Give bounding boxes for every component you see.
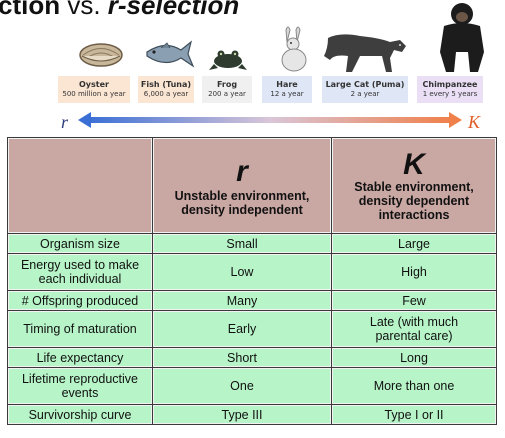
animal-rate: 12 a year xyxy=(270,90,304,98)
table-row: Timing of maturation Early Late (with mu… xyxy=(8,311,496,347)
k-value: Late (with much parental care) xyxy=(332,311,496,347)
title-part1: ction xyxy=(0,0,61,20)
clam-icon xyxy=(79,43,123,67)
animal-name: Oyster xyxy=(79,80,109,89)
r-value: Short xyxy=(153,348,331,367)
r-value: Low xyxy=(153,254,331,290)
title-vs: vs. xyxy=(60,0,108,20)
rabbit-icon xyxy=(281,26,307,72)
r-value: Many xyxy=(153,291,331,310)
header-empty-cell xyxy=(8,138,152,233)
animal-rate: 1 every 5 years xyxy=(422,90,478,98)
k-value: High xyxy=(332,254,496,290)
row-label: Survivorship curve xyxy=(8,405,152,424)
k-value: More than one xyxy=(332,368,496,404)
comparison-table: r Unstable environment, density independ… xyxy=(7,137,497,425)
k-value: Long xyxy=(332,348,496,367)
r-value: One xyxy=(153,368,331,404)
animal-name: Large Cat (Puma) xyxy=(325,80,405,89)
animal-rate: 2 a year xyxy=(350,90,380,98)
table-row: Organism size Small Large xyxy=(8,234,496,253)
row-label: Timing of maturation xyxy=(8,311,152,347)
scale-box-frog: Frog 200 a year xyxy=(202,76,252,103)
page-title: ction vs. r-selection xyxy=(0,0,239,21)
chimpanzee-icon xyxy=(440,3,484,72)
animal-name: Fish (Tuna) xyxy=(140,80,192,89)
table-row: Life expectancy Short Long xyxy=(8,348,496,367)
scale-box-hare: Hare 12 a year xyxy=(262,76,312,103)
scale-r-label: r xyxy=(61,112,69,132)
k-value: Large xyxy=(332,234,496,253)
frog-icon xyxy=(209,50,247,70)
k-value: Type I or II xyxy=(332,405,496,424)
r-value: Type III xyxy=(153,405,331,424)
r-letter: r xyxy=(236,154,248,188)
table-row: # Offspring produced Many Few xyxy=(8,291,496,310)
row-label: Organism size xyxy=(8,234,152,253)
row-label: Lifetime reproductive events xyxy=(8,368,152,404)
scale-box-fish: Fish (Tuna) 6,000 a year xyxy=(138,76,194,103)
animal-name: Chimpanzee xyxy=(422,80,478,89)
scale-box-chimpanzee: Chimpanzee 1 every 5 years xyxy=(417,76,483,103)
animal-name: Hare xyxy=(276,80,298,89)
row-label: Life expectancy xyxy=(8,348,152,367)
r-value: Early xyxy=(153,311,331,347)
table-row: Energy used to make each individual Low … xyxy=(8,254,496,290)
animal-rate: 6,000 a year xyxy=(143,90,189,98)
animal-name: Frog xyxy=(216,80,238,89)
scale-box-oyster: Oyster 500 million a year xyxy=(58,76,130,103)
r-strategy-header: r Unstable environment, density independ… xyxy=(153,138,331,233)
row-label: # Offspring produced xyxy=(8,291,152,310)
table-header-row: r Unstable environment, density independ… xyxy=(8,138,496,233)
puma-icon xyxy=(324,34,406,72)
r-value: Small xyxy=(153,234,331,253)
table-row: Lifetime reproductive events One More th… xyxy=(8,368,496,404)
table-row: Survivorship curve Type III Type I or II xyxy=(8,405,496,424)
row-label: Energy used to make each individual xyxy=(8,254,152,290)
animal-rate: 200 a year xyxy=(208,90,246,98)
scale-k-label: K xyxy=(468,112,481,132)
r-to-k-arrow xyxy=(78,112,462,128)
r-description: Unstable environment, density independen… xyxy=(174,188,310,217)
k-description: Stable environment, density dependent in… xyxy=(354,179,474,222)
k-strategy-header: K Stable environment, density dependent … xyxy=(332,138,496,233)
animal-rate: 500 million a year xyxy=(62,90,126,98)
k-value: Few xyxy=(332,291,496,310)
scale-box-puma: Large Cat (Puma) 2 a year xyxy=(322,76,408,103)
k-letter: K xyxy=(403,147,425,181)
fish-icon xyxy=(146,40,195,68)
title-part2: r-selection xyxy=(107,0,240,20)
